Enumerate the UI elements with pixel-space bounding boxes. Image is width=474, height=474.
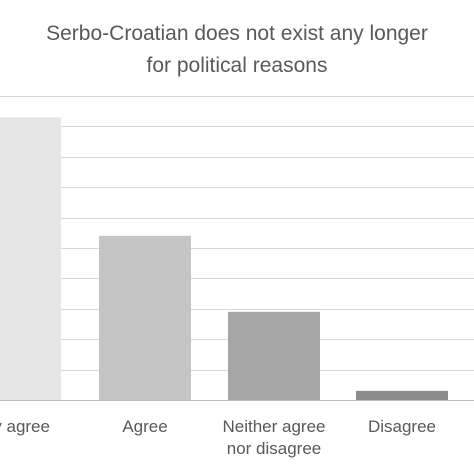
bar — [0, 117, 61, 400]
x-tick-label: nor disagree — [227, 439, 322, 458]
bar — [356, 390, 448, 400]
x-tick-label: gly agree — [0, 417, 50, 436]
x-tick-label: Neither agree — [222, 417, 325, 436]
chart-title-line-2: for political reasons — [146, 54, 328, 77]
chart-title-line-1: Serbo-Croatian does not exist any longer — [46, 22, 428, 45]
x-tick-label: Disagree — [368, 417, 436, 436]
x-tick-label: Agree — [122, 417, 167, 436]
bar — [99, 235, 191, 400]
bar — [228, 311, 320, 400]
